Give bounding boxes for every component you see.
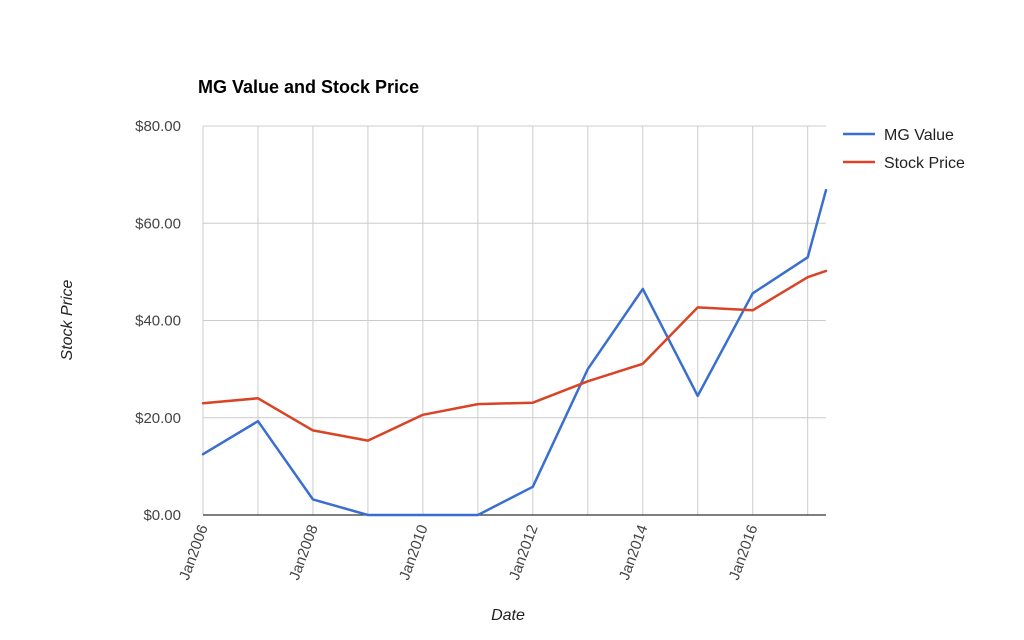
series-line-stock-price [201, 269, 828, 442]
legend-label-stock-price: Stock Price [884, 155, 965, 172]
series-line-mg-value [201, 188, 828, 517]
legend-label-mg-value: MG Value [884, 127, 954, 144]
x-tick-label: Jan2016 [726, 523, 762, 583]
legend: MG Value Stock Price [843, 127, 965, 172]
y-tick-label: $0.00 [143, 507, 181, 524]
x-tick-label: Jan2008 [286, 523, 322, 583]
y-tick-label: $40.00 [135, 313, 181, 330]
series-lines [201, 188, 828, 517]
chart-title: MG Value and Stock Price [198, 77, 419, 97]
x-tick-label: Jan2014 [616, 523, 652, 583]
gridlines [202, 125, 826, 515]
y-tick-label: $80.00 [135, 118, 181, 135]
y-tick-label: $60.00 [135, 215, 181, 232]
y-axis-label: Stock Price [59, 279, 76, 360]
x-axis-label: Date [491, 607, 525, 624]
x-tick-label: Jan2012 [506, 523, 542, 583]
x-tick-label: Jan2010 [396, 523, 432, 583]
y-tick-label: $20.00 [135, 410, 181, 427]
x-tick-label: Jan2006 [176, 523, 212, 583]
